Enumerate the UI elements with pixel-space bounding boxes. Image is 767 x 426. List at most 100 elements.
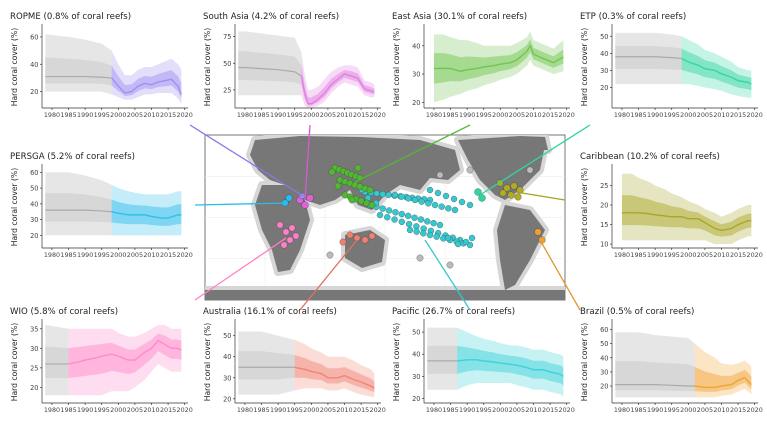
x-tick-label: 1985 <box>442 406 458 414</box>
x-tick-label: 1990 <box>647 251 663 259</box>
reef-site-marker <box>384 214 391 221</box>
x-tick-label: 1995 <box>664 406 680 414</box>
reef-site-marker <box>379 205 386 212</box>
series-line <box>433 44 564 72</box>
x-tick-label: 1980 <box>614 111 630 119</box>
panel-3: ETP (0.3% of coral reefs) Hard coral cove… <box>580 12 763 119</box>
connector-persga <box>194 202 288 206</box>
reef-site-marker <box>424 218 431 225</box>
panel-8: Pacific (26.7% of coral reefs) Hard coral… <box>392 307 575 414</box>
x-tick-label: 2020 <box>559 406 575 414</box>
x-tick-label: 1980 <box>44 111 60 119</box>
x-tick-label: 1995 <box>664 111 680 119</box>
x-tick-label: 2000 <box>110 251 126 259</box>
x-tick-label: 1985 <box>60 406 76 414</box>
x-tick-label: 1995 <box>94 111 110 119</box>
x-tick-label: 2010 <box>336 406 352 414</box>
x-tick-label: 1980 <box>44 251 60 259</box>
reef-site-marker <box>391 216 398 223</box>
series-line <box>294 366 375 389</box>
panel-title: WIO (5.8% of coral reefs) <box>10 307 118 317</box>
uncertainty-band-outer <box>457 327 564 397</box>
landmass <box>458 136 545 200</box>
uncertainty-band-outer <box>68 324 182 396</box>
y-axis-label: Hard coral cover (%) <box>392 323 401 401</box>
y-tick-label: 20 <box>30 384 38 392</box>
y-tick-label: 40 <box>30 200 38 208</box>
reef-site-marker <box>466 201 474 209</box>
x-tick-label: 1990 <box>647 111 663 119</box>
reef-site-marker <box>510 182 518 190</box>
reef-cluster-other <box>326 166 534 269</box>
reef-site-marker <box>425 200 432 207</box>
series-line <box>68 339 182 365</box>
x-tick-label: 1985 <box>60 111 76 119</box>
reef-site-marker <box>368 232 376 240</box>
y-tick-label: 50 <box>412 329 420 337</box>
uncertainty-band-outer <box>621 173 752 245</box>
series-line-pre <box>615 384 695 387</box>
y-tick-label: 40 <box>412 42 420 50</box>
x-tick-label: 1985 <box>630 111 646 119</box>
x-tick-label: 2020 <box>370 111 386 119</box>
series-line <box>457 359 564 377</box>
series-line <box>621 212 752 232</box>
y-tick-label: 40 <box>223 353 231 361</box>
panel-2: East Asia (30.1% of coral reefs) Hard cor… <box>392 12 575 119</box>
y-tick-label: 40 <box>600 354 608 362</box>
series-line-pre <box>238 66 302 77</box>
y-tick-label: 20 <box>30 88 38 96</box>
x-tick-label: 1990 <box>77 251 93 259</box>
x-tick-label: 1980 <box>614 406 630 414</box>
y-tick-label: 50 <box>223 332 231 340</box>
x-tick-label: 2010 <box>143 406 159 414</box>
uncertainty-band-inner <box>621 195 752 237</box>
reef-site-marker <box>392 209 399 216</box>
connector-south-asia <box>304 124 311 201</box>
uncertainty-band-outer <box>301 52 375 108</box>
reef-site-marker <box>526 166 534 174</box>
y-axis-label: Hard coral cover (%) <box>392 28 401 106</box>
x-tick-label: 1985 <box>60 251 76 259</box>
x-tick-label: 1980 <box>426 111 442 119</box>
reef-site-marker <box>468 234 476 242</box>
reef-site-marker <box>458 198 466 206</box>
uncertainty-band-inner-pre <box>238 351 295 380</box>
reef-site-marker <box>417 216 425 223</box>
panel-0: ROPME (0.8% of coral reefs) Hard coral co… <box>10 12 193 119</box>
uncertainty-band-inner <box>301 65 375 106</box>
reef-site-marker <box>436 221 444 229</box>
connector-east-asia <box>354 124 471 183</box>
x-tick-label: 1990 <box>270 111 286 119</box>
x-tick-label: 2005 <box>697 251 713 259</box>
landmass <box>255 185 310 272</box>
reef-site-marker <box>514 193 522 201</box>
x-tick-label: 1995 <box>94 251 110 259</box>
y-tick-label: 25 <box>30 364 38 372</box>
x-tick-label: 2020 <box>747 111 763 119</box>
reef-site-marker <box>288 224 296 232</box>
reef-site-marker <box>420 230 427 237</box>
x-tick-label: 1995 <box>664 251 680 259</box>
reef-site-marker <box>280 241 288 249</box>
uncertainty-band-outer <box>294 339 375 397</box>
x-tick-label: 2000 <box>492 406 508 414</box>
uncertainty-band-inner <box>681 48 752 91</box>
x-tick-label: 2010 <box>143 251 159 259</box>
landmass <box>497 205 545 290</box>
uncertainty-band-inner <box>433 39 564 84</box>
y-tick-label: 50 <box>600 33 608 41</box>
x-tick-label: 2010 <box>336 111 352 119</box>
x-tick-label: 2015 <box>730 251 746 259</box>
y-tick-label: 15 <box>600 221 608 229</box>
reef-cluster-wio <box>276 221 300 249</box>
uncertainty-band-inner-pre <box>238 51 302 85</box>
x-tick-label: 2015 <box>160 251 176 259</box>
x-tick-label: 2015 <box>353 406 369 414</box>
x-tick-label: 2010 <box>525 406 541 414</box>
panel-6: WIO (5.8% of coral reefs) Hard coral cove… <box>10 307 193 414</box>
map-layers <box>205 135 565 300</box>
reef-site-marker <box>366 186 374 194</box>
y-axis-label: Hard coral cover (%) <box>203 28 212 106</box>
x-tick-label: 2015 <box>730 406 746 414</box>
